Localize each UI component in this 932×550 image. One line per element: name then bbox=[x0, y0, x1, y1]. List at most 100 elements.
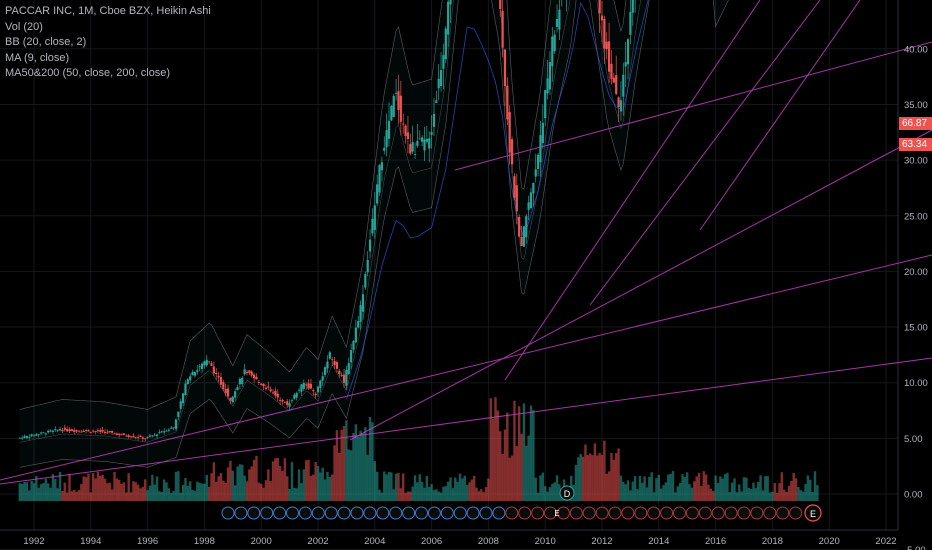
candle-body bbox=[350, 350, 353, 363]
volume-bar bbox=[501, 454, 504, 501]
candle-body bbox=[208, 361, 211, 363]
volume-bar bbox=[77, 489, 81, 501]
volume-bar bbox=[671, 471, 675, 501]
volume-bar bbox=[160, 491, 163, 501]
candle-body bbox=[92, 430, 95, 432]
volume-bar bbox=[491, 418, 495, 501]
volume-bar bbox=[539, 475, 542, 501]
candle-body bbox=[234, 391, 237, 398]
volume-bar bbox=[136, 484, 140, 501]
candle-body bbox=[617, 97, 620, 108]
legend-bollinger[interactable]: BB (20, close, 2) bbox=[5, 36, 87, 48]
earnings-marker bbox=[647, 506, 661, 520]
volume-bar bbox=[733, 478, 736, 501]
volume-bar bbox=[340, 429, 343, 501]
volume-bar bbox=[428, 487, 431, 501]
candle-body bbox=[174, 419, 178, 429]
candle-body bbox=[624, 62, 627, 67]
candle-body bbox=[331, 358, 334, 360]
volume-bar bbox=[411, 486, 414, 501]
candle-body bbox=[243, 369, 246, 375]
volume-bar bbox=[39, 484, 43, 501]
volume-bar bbox=[574, 464, 578, 501]
earnings-marker bbox=[221, 506, 235, 520]
earnings-marker bbox=[518, 506, 532, 520]
legend-ma[interactable]: MA (9, close) bbox=[5, 51, 70, 64]
volume-bar bbox=[110, 489, 114, 501]
candle-body bbox=[82, 430, 85, 433]
candle-body bbox=[264, 387, 268, 389]
candle-body bbox=[376, 184, 379, 204]
volume-bar bbox=[170, 492, 173, 501]
symbol-title[interactable]: PACCAR INC, 1M, Cboe BZX, Heikin Ashi bbox=[5, 5, 211, 17]
legend-ma50-200[interactable]: MA50&200 (50, close, 200, close) bbox=[5, 67, 171, 79]
earnings-marker-label: E bbox=[810, 509, 816, 519]
dividend-marker bbox=[559, 485, 575, 501]
earnings-marker bbox=[505, 506, 519, 520]
candle-body bbox=[316, 386, 320, 393]
candle-body bbox=[387, 120, 391, 139]
volume-bar bbox=[797, 487, 800, 501]
volume-bar bbox=[735, 492, 739, 501]
volume-bar bbox=[624, 484, 627, 501]
ma-price-tag: 63.34 bbox=[899, 138, 932, 151]
volume-bar bbox=[652, 492, 656, 501]
candle-body bbox=[333, 360, 336, 366]
candle-body bbox=[238, 378, 241, 385]
bollinger-upper bbox=[19, 0, 627, 410]
candle-body bbox=[305, 384, 308, 386]
candle-body bbox=[326, 361, 329, 369]
candle-body bbox=[61, 429, 64, 432]
candle-body bbox=[411, 142, 414, 152]
volume-bar bbox=[238, 464, 242, 501]
candle-body bbox=[51, 430, 55, 432]
x-tick-label: 2018 bbox=[762, 536, 783, 547]
y-tick-label: 5.00 bbox=[904, 434, 923, 445]
volume-bar bbox=[816, 485, 819, 501]
candle-body bbox=[172, 427, 175, 429]
volume-bar bbox=[96, 471, 100, 501]
volume-bar bbox=[676, 486, 679, 501]
volume-bar bbox=[420, 481, 424, 501]
volume-bar bbox=[99, 475, 102, 501]
volume-bar bbox=[444, 486, 447, 501]
volume-bar bbox=[198, 482, 201, 501]
candle-body bbox=[612, 77, 615, 83]
candle-body bbox=[49, 430, 52, 432]
candle-body bbox=[184, 383, 187, 396]
volume-bar bbox=[233, 485, 237, 501]
volume-bar bbox=[714, 475, 717, 501]
candle-body bbox=[309, 383, 312, 389]
candle-body bbox=[212, 366, 215, 374]
volume-bar bbox=[503, 429, 507, 501]
candle-body bbox=[77, 430, 81, 432]
volume-bar bbox=[610, 452, 613, 501]
ma200-line bbox=[346, 0, 649, 400]
volume-bar bbox=[49, 487, 52, 501]
volume-bar bbox=[709, 488, 713, 501]
y-tick-label: 35.00 bbox=[904, 100, 928, 111]
volume-bar bbox=[58, 471, 62, 501]
volume-bar bbox=[688, 484, 691, 501]
volume-bar bbox=[375, 471, 379, 501]
candle-body bbox=[404, 125, 407, 137]
volume-bar bbox=[345, 420, 348, 501]
candle-body bbox=[354, 327, 357, 343]
candle-body bbox=[56, 430, 59, 432]
legend-volume[interactable]: Vol (20) bbox=[5, 20, 43, 33]
volume-bar bbox=[477, 491, 481, 501]
volume-bar bbox=[532, 410, 535, 501]
x-tick-label: 1994 bbox=[80, 536, 101, 547]
candle-body bbox=[537, 154, 540, 170]
volume-bar bbox=[120, 483, 123, 501]
volume-bar bbox=[586, 455, 589, 501]
x-tick-label: 2012 bbox=[591, 536, 612, 547]
candle-body bbox=[546, 78, 549, 94]
volume-bar bbox=[179, 492, 182, 501]
y-tick-label: 40.00 bbox=[904, 44, 928, 55]
trend-line bbox=[0, 357, 932, 485]
volume-bar bbox=[700, 486, 703, 501]
volume-bar bbox=[172, 490, 175, 501]
volume-bar bbox=[307, 459, 310, 501]
